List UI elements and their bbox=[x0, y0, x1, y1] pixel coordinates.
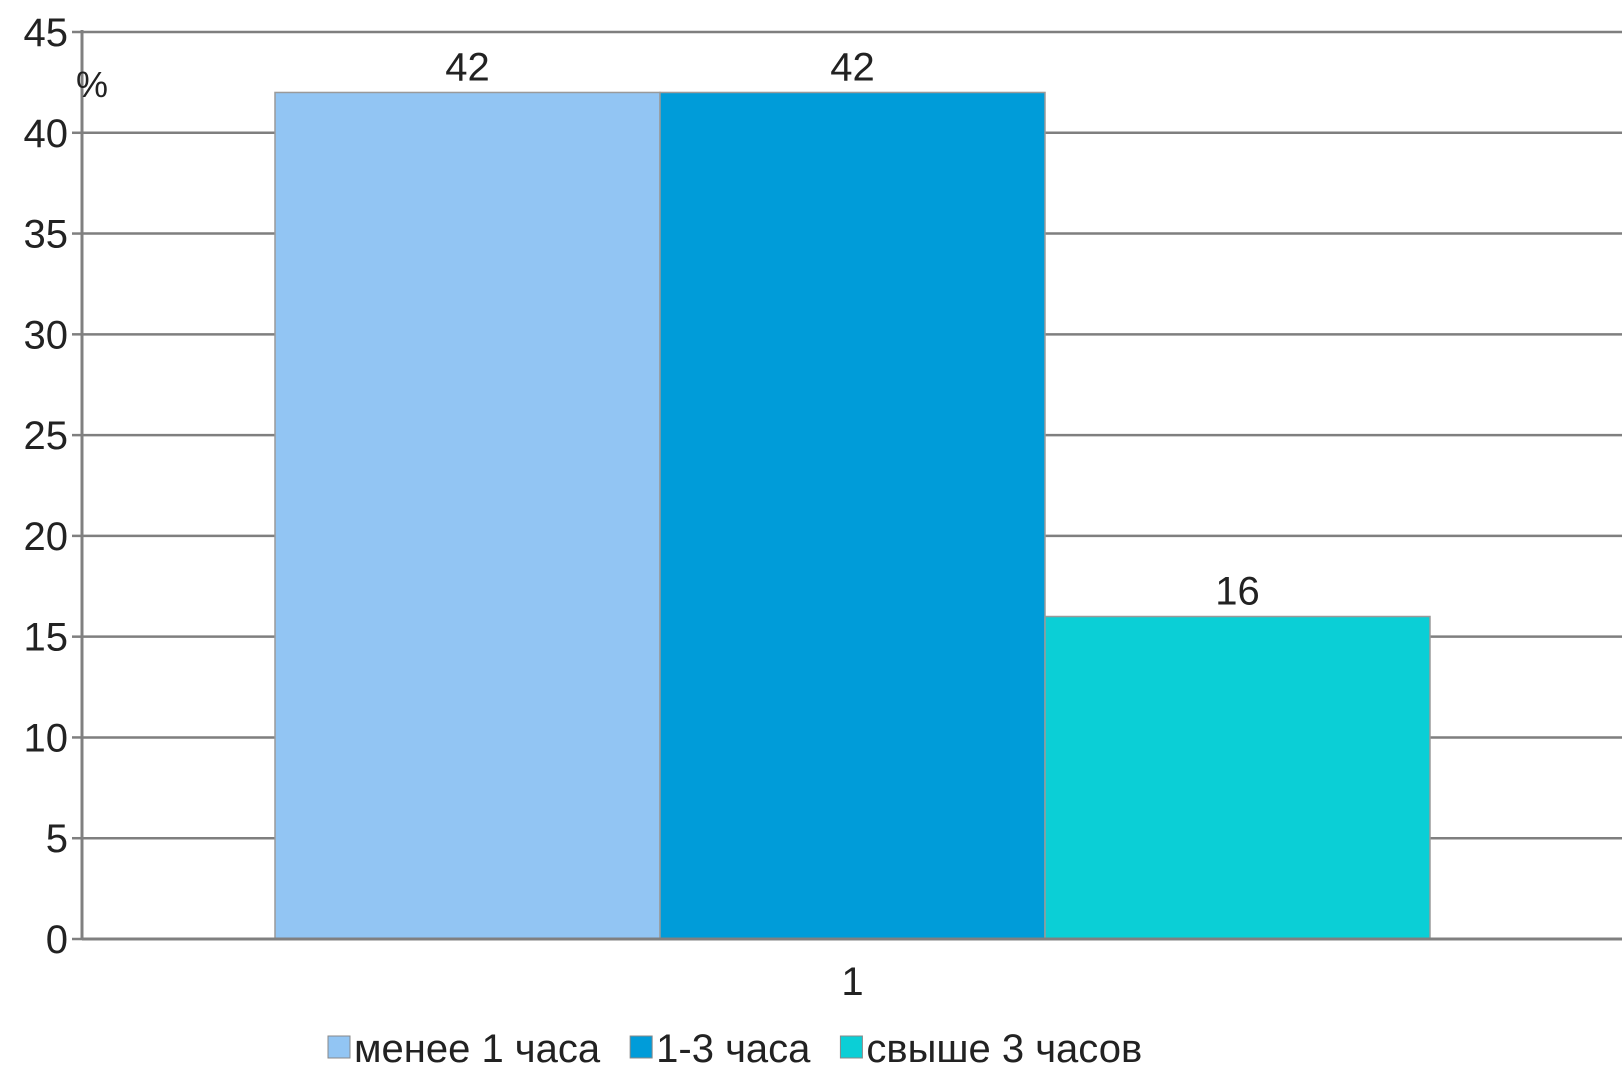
y-tick-label: 40 bbox=[24, 112, 69, 156]
legend-item: 1-3 часа bbox=[629, 1027, 811, 1071]
legend-label: менее 1 часа bbox=[354, 1027, 601, 1071]
data-label: 16 bbox=[1215, 570, 1260, 614]
y-tick-label: 10 bbox=[24, 716, 69, 760]
legend-swatch bbox=[327, 1035, 351, 1059]
y-tick-label: 35 bbox=[24, 213, 69, 257]
bar bbox=[274, 91, 661, 940]
bar bbox=[659, 91, 1046, 940]
data-label: 42 bbox=[445, 45, 490, 89]
legend-item: свыше 3 часов bbox=[839, 1027, 1142, 1071]
axes bbox=[80, 30, 1622, 941]
y-tick-label: 25 bbox=[24, 414, 69, 458]
bars bbox=[274, 91, 1431, 940]
y-tick-label: 15 bbox=[24, 616, 69, 660]
legend: менее 1 часа 1-3 часа свыше 3 часов bbox=[327, 1027, 1142, 1071]
data-label: 42 bbox=[830, 45, 875, 89]
data-labels: 42 42 16 bbox=[445, 45, 1260, 613]
y-tick-label: 5 bbox=[46, 817, 68, 861]
bar bbox=[1044, 615, 1431, 940]
legend-swatch bbox=[839, 1035, 863, 1059]
y-tick-label: 30 bbox=[24, 313, 69, 357]
y-tick-label: 20 bbox=[24, 515, 69, 559]
y-ticks: 0 5 10 15 20 25 30 35 40 45 bbox=[24, 11, 82, 962]
legend-label: 1-3 часа bbox=[656, 1027, 811, 1071]
x-category-label: 1 bbox=[841, 960, 863, 1004]
y-tick-label: 0 bbox=[46, 918, 68, 962]
legend-swatch bbox=[629, 1035, 653, 1059]
y-tick-label: 45 bbox=[24, 11, 69, 55]
legend-label: свыше 3 часов bbox=[866, 1027, 1142, 1071]
legend-item: менее 1 часа bbox=[327, 1027, 601, 1071]
x-categories: 1 bbox=[841, 960, 863, 1004]
y-unit-label: % bbox=[76, 64, 108, 105]
